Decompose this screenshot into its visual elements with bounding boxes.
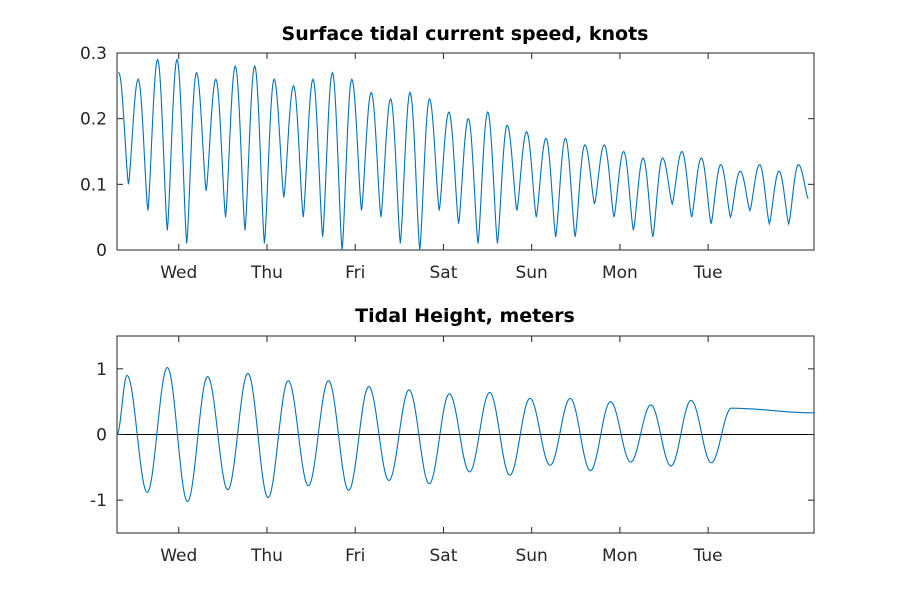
current-speed-x-tick-label: Sun (515, 263, 547, 283)
tidal-height-title: Tidal Height, meters (355, 305, 575, 327)
current-speed-title: Surface tidal current speed, knots (282, 23, 649, 45)
current-speed-y-tick-label: 0 (96, 241, 107, 261)
tidal-height-x-tick-label: Tue (693, 546, 723, 566)
tidal-height-y-axis: -1 0 1 (90, 360, 814, 511)
tidal-height-panel: Tidal Height, meters -1 0 1 Wed Thu Fri Sat Su… (90, 305, 815, 566)
current-speed-y-tick-label: 0.1 (80, 175, 107, 195)
tidal-height-x-tick-label: Sun (515, 546, 547, 566)
tidal-height-x-tick-label: Mon (602, 546, 638, 566)
current-speed-x-tick-label: Sat (430, 263, 458, 283)
tidal-height-y-tick-label: 1 (96, 360, 107, 380)
tidal-height-x-tick-label: Thu (250, 546, 283, 566)
current-speed-x-tick-label: Fri (345, 263, 365, 283)
current-speed-axes (116, 52, 815, 251)
current-speed-line (118, 58, 809, 251)
tidal-height-x-tick-label: Wed (160, 546, 197, 566)
tidal-height-x-tick-label: Fri (345, 546, 365, 566)
current-speed-x-axis: Wed Thu Fri Sat Sun Mon Tue (160, 53, 723, 283)
current-speed-x-tick-label: Tue (693, 263, 723, 283)
current-speed-y-tick-label: 0.2 (80, 110, 107, 130)
current-speed-y-axis: 0 0.1 0.2 0.3 (80, 44, 814, 261)
current-speed-x-tick-label: Mon (602, 263, 638, 283)
tidal-height-y-tick-label: -1 (90, 491, 107, 511)
tidal-height-x-tick-label: Sat (430, 546, 458, 566)
current-speed-x-tick-label: Wed (160, 263, 197, 283)
tidal-height-y-tick-label: 0 (96, 426, 107, 446)
tidal-height-x-axis: Wed Thu Fri Sat Sun Mon Tue (160, 336, 723, 566)
tidal-height-line (116, 366, 815, 503)
current-speed-x-tick-label: Thu (250, 263, 283, 283)
current-speed-panel: Surface tidal current speed, knots 00.10… (80, 23, 815, 283)
current-speed-y-tick-label: 0.3 (80, 44, 107, 64)
